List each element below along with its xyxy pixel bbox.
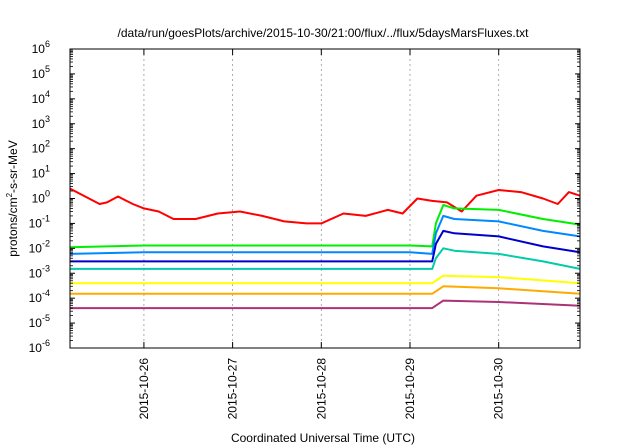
y-axis-label-sup: 2 bbox=[5, 192, 14, 197]
y-tick-label: 100 bbox=[32, 189, 50, 206]
y-tick-label: 101 bbox=[32, 164, 50, 181]
y-tick-label: 10-2 bbox=[29, 238, 50, 255]
y-tick-label-exp: 3 bbox=[45, 114, 50, 124]
y-tick-label-base: 10 bbox=[32, 67, 46, 81]
y-axis-label-suffix: -s-sr-MeV bbox=[6, 140, 20, 193]
series-line-5 bbox=[70, 247, 581, 270]
series-line-2 bbox=[69, 204, 581, 249]
y-tick-label-base: 10 bbox=[32, 167, 46, 181]
y-tick-label: 103 bbox=[32, 114, 50, 131]
grid bbox=[143, 49, 500, 348]
y-tick-label-exp: -4 bbox=[42, 288, 50, 298]
y-axis-label: protons/cm2-s-sr-MeV bbox=[5, 140, 20, 256]
y-tick-label: 10-4 bbox=[29, 288, 50, 305]
y-tick-label-exp: 2 bbox=[45, 139, 50, 149]
y-tick-label-exp: 5 bbox=[45, 64, 50, 74]
y-tick-label-base: 10 bbox=[29, 241, 43, 255]
y-tick-label-base: 10 bbox=[32, 117, 46, 131]
x-tick-label: 2015-10-26 bbox=[137, 358, 151, 420]
y-tick-label-base: 10 bbox=[29, 216, 43, 230]
chart-title: /data/run/goesPlots/archive/2015-10-30/2… bbox=[118, 26, 530, 40]
y-tick-label-exp: -3 bbox=[42, 263, 50, 273]
series-line-6 bbox=[70, 274, 581, 285]
y-tick-label-base: 10 bbox=[32, 42, 46, 56]
y-tick-label-exp: -1 bbox=[42, 213, 50, 223]
x-tick-label: 2015-10-29 bbox=[403, 358, 417, 420]
y-tick-label: 105 bbox=[32, 64, 50, 81]
series-layer bbox=[69, 187, 581, 310]
y-tick-label-exp: 4 bbox=[45, 89, 50, 99]
y-tick-label-base: 10 bbox=[32, 92, 46, 106]
y-tick-label: 104 bbox=[32, 89, 50, 106]
y-tick-label-base: 10 bbox=[29, 291, 43, 305]
x-axis-ticks: 2015-10-26 2015-10-27 2015-10-28 2015-10-29… bbox=[137, 49, 506, 419]
x-tick-label: 2015-10-30 bbox=[492, 358, 506, 420]
y-tick-label-base: 10 bbox=[32, 192, 46, 206]
y-tick-label: 10-3 bbox=[29, 263, 50, 280]
y-axis-label-prefix: protons/cm bbox=[6, 197, 20, 256]
y-tick-label: 102 bbox=[32, 139, 50, 156]
y-axis-ticks: 10-610-510-410-310-210-11001011021031041… bbox=[29, 39, 580, 355]
y-tick-label: 10-5 bbox=[29, 313, 50, 330]
y-tick-label-exp: 1 bbox=[45, 164, 50, 174]
y-tick-label-base: 10 bbox=[29, 266, 43, 280]
y-tick-label: 106 bbox=[32, 39, 50, 56]
series-line-7 bbox=[70, 285, 581, 295]
y-tick-label-exp: 0 bbox=[45, 189, 50, 199]
y-tick-label-base: 10 bbox=[32, 142, 46, 156]
y-tick-label-base: 10 bbox=[29, 316, 43, 330]
y-tick-label-exp: -5 bbox=[42, 313, 50, 323]
x-tick-label: 2015-10-27 bbox=[226, 358, 240, 420]
series-line-8 bbox=[70, 299, 581, 310]
y-tick-label-base: 10 bbox=[29, 341, 43, 355]
y-tick-label-exp: 6 bbox=[45, 39, 50, 49]
x-tick-label: 2015-10-28 bbox=[314, 358, 328, 420]
series-line-4 bbox=[70, 229, 581, 263]
y-tick-label-exp: -2 bbox=[42, 238, 50, 248]
series-line-1 bbox=[69, 187, 581, 225]
y-tick-label: 10-1 bbox=[29, 213, 50, 230]
y-tick-label-exp: -6 bbox=[42, 338, 50, 348]
x-axis-label: Coordinated Universal Time (UTC) bbox=[231, 431, 415, 445]
y-tick-label: 10-6 bbox=[29, 338, 50, 355]
series-line-3 bbox=[69, 214, 581, 255]
